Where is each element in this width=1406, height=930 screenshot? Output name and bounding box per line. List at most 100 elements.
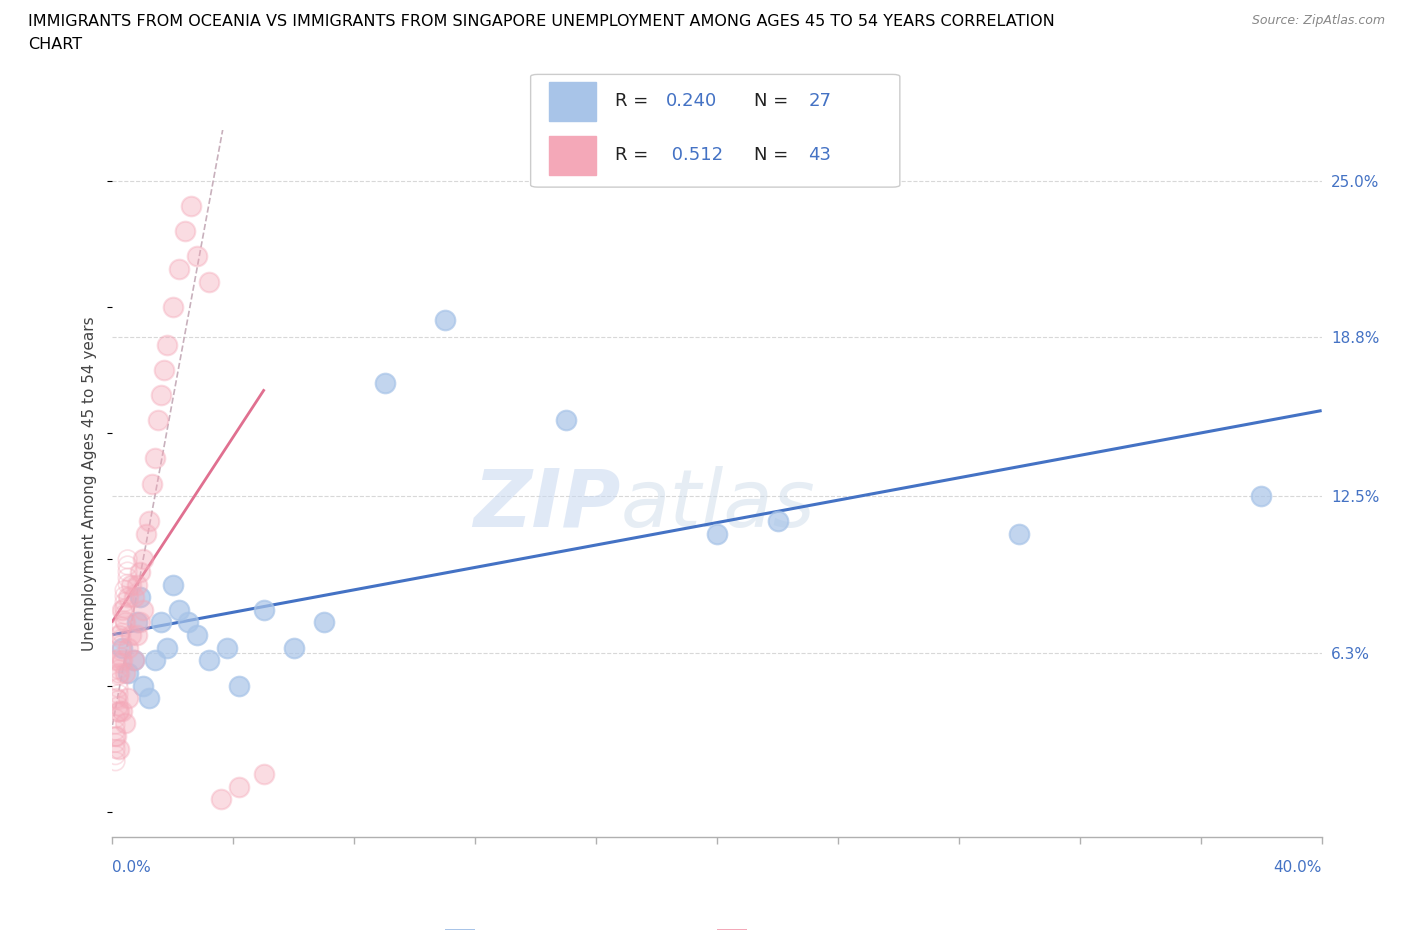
Point (110, 703, 132, 718)
Legend: Immigrants from Oceania, Immigrants from Singapore: Immigrants from Oceania, Immigrants from… (439, 923, 995, 930)
Point (167, 261, 190, 276)
Point (156, 640, 179, 655)
Point (104, 736, 127, 751)
Point (198, 274, 221, 289)
Point (114, 613, 136, 628)
Point (125, 578, 148, 592)
Point (117, 691, 139, 706)
Point (766, 514, 789, 529)
Text: atlas: atlas (620, 466, 815, 544)
Point (110, 603, 132, 618)
Point (110, 638, 132, 653)
Point (146, 413, 169, 428)
Point (104, 653, 127, 668)
Point (114, 607, 136, 622)
Point (117, 558, 139, 573)
Point (128, 590, 150, 604)
Bar (548, 82, 596, 121)
Text: 27: 27 (808, 92, 831, 110)
Point (167, 603, 190, 618)
Point (117, 577, 139, 591)
Point (110, 653, 132, 668)
Point (107, 693, 129, 708)
Point (132, 678, 155, 693)
Point (283, 640, 305, 655)
Point (114, 594, 136, 609)
Y-axis label: Unemployment Among Ages 45 to 54 years: Unemployment Among Ages 45 to 54 years (82, 316, 97, 651)
Point (554, 413, 576, 428)
Text: R =: R = (614, 92, 654, 110)
Point (174, 224, 197, 239)
Point (110, 644, 132, 658)
Point (104, 729, 127, 744)
Point (186, 628, 208, 643)
Point (132, 551, 155, 566)
Point (117, 551, 139, 566)
Text: 40.0%: 40.0% (1274, 860, 1322, 875)
Point (122, 653, 145, 668)
Point (117, 640, 139, 655)
Point (186, 249, 208, 264)
Text: ZIP: ZIP (472, 466, 620, 544)
Point (114, 601, 136, 616)
Point (143, 653, 166, 668)
Point (117, 570, 139, 585)
Point (117, 590, 139, 604)
Point (1008, 526, 1031, 541)
Point (107, 703, 129, 718)
Point (162, 578, 184, 592)
Point (107, 674, 129, 689)
Point (122, 653, 145, 668)
Point (114, 716, 136, 731)
Point (104, 728, 127, 743)
Point (110, 640, 132, 655)
Point (114, 582, 136, 597)
Point (128, 615, 150, 630)
Point (104, 724, 127, 738)
Point (125, 615, 148, 630)
Point (104, 754, 127, 769)
Point (149, 388, 172, 403)
Point (153, 363, 176, 378)
Point (122, 590, 145, 604)
Text: IMMIGRANTS FROM OCEANIA VS IMMIGRANTS FROM SINGAPORE UNEMPLOYMENT AMONG AGES 45 : IMMIGRANTS FROM OCEANIA VS IMMIGRANTS FR… (28, 14, 1054, 29)
Point (107, 741, 129, 756)
Point (217, 640, 239, 655)
Text: N =: N = (754, 146, 793, 164)
Point (209, 791, 232, 806)
Point (104, 717, 127, 732)
Point (107, 668, 129, 683)
Point (104, 741, 127, 756)
Text: N =: N = (754, 92, 793, 110)
Text: CHART: CHART (28, 37, 82, 52)
Point (433, 312, 456, 327)
Point (117, 565, 139, 579)
FancyBboxPatch shape (530, 74, 900, 187)
Point (162, 299, 184, 314)
Point (110, 619, 132, 634)
Point (110, 625, 132, 640)
Text: 43: 43 (808, 146, 831, 164)
Text: 0.512: 0.512 (666, 146, 723, 164)
Point (149, 615, 172, 630)
Point (110, 656, 132, 671)
Point (107, 686, 129, 701)
Point (114, 589, 136, 604)
Point (138, 514, 160, 529)
Text: 0.0%: 0.0% (112, 860, 152, 875)
Point (110, 650, 132, 665)
Point (107, 698, 129, 713)
Point (117, 666, 139, 681)
Point (107, 666, 129, 681)
Point (314, 615, 336, 630)
Point (143, 451, 166, 466)
Point (104, 748, 127, 763)
Point (114, 666, 136, 681)
Point (132, 603, 155, 618)
Text: 0.240: 0.240 (666, 92, 717, 110)
Point (110, 631, 132, 646)
Point (253, 766, 276, 781)
Point (1250, 489, 1272, 504)
Point (125, 628, 148, 643)
Bar (548, 136, 596, 175)
